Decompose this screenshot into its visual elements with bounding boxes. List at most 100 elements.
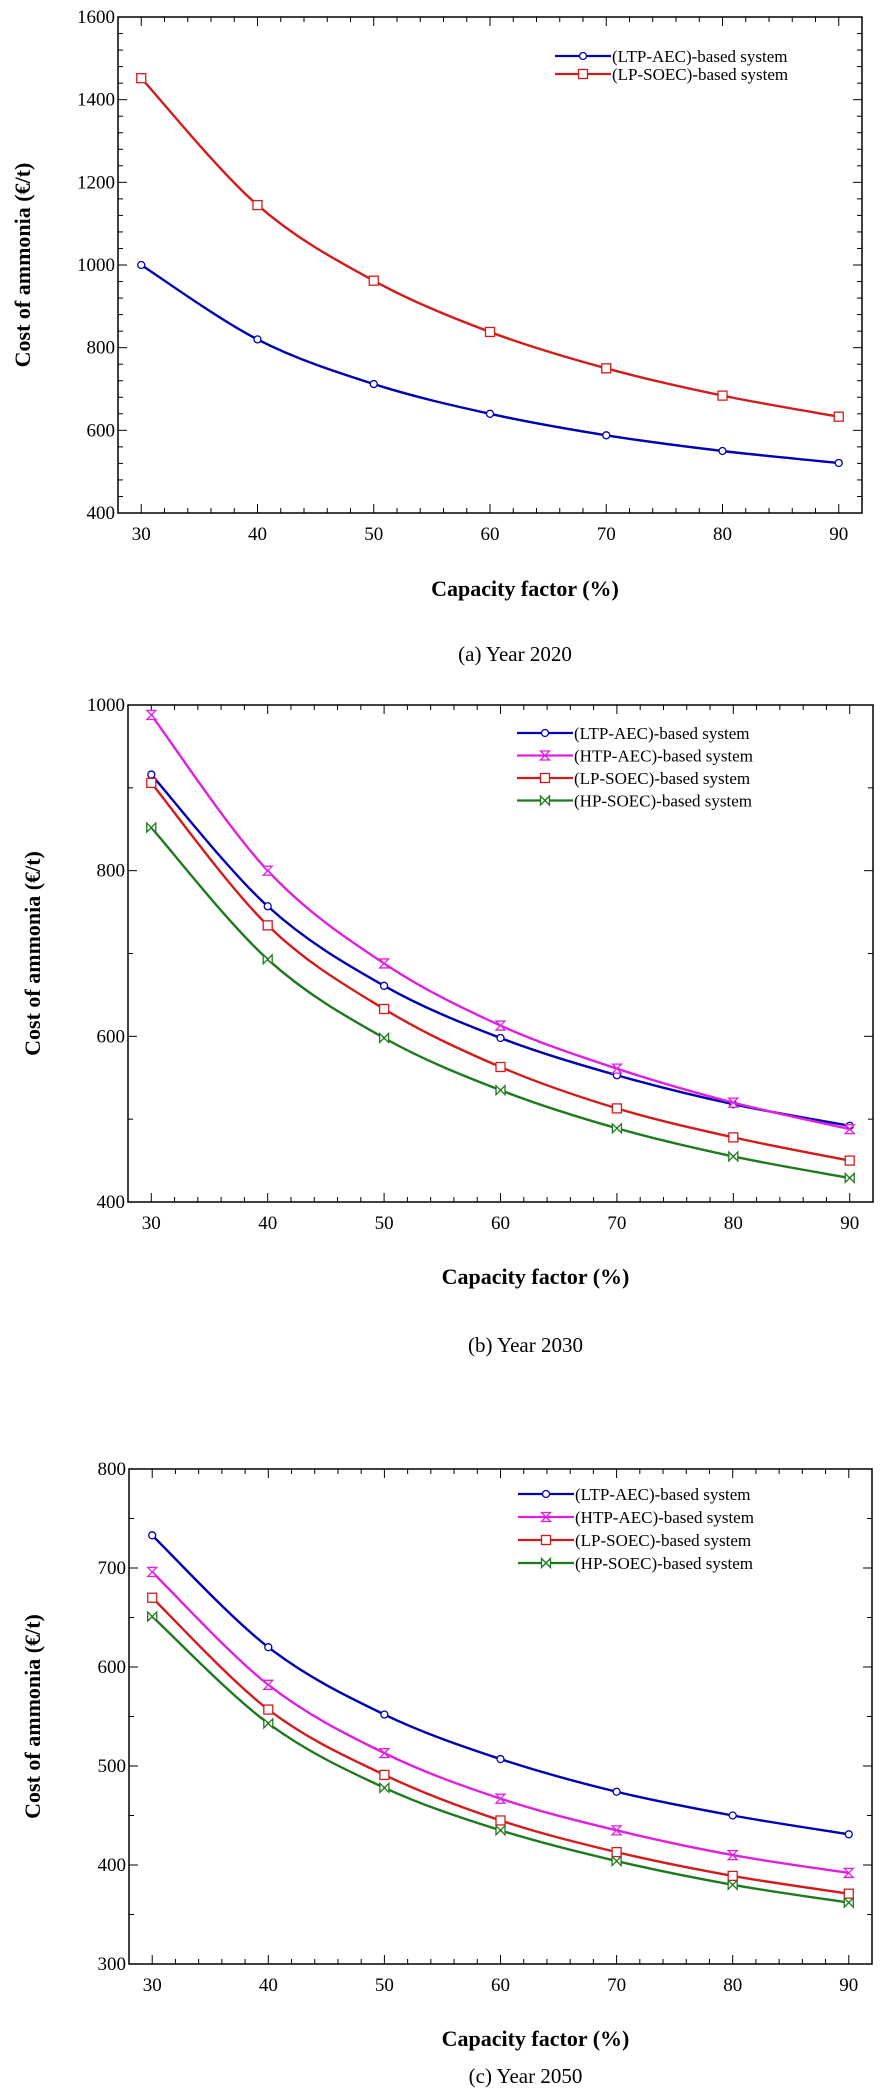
data-point <box>148 1531 157 1540</box>
data-point <box>717 390 728 401</box>
x-tick-label: 30 <box>143 1975 162 1996</box>
y-axis-title: Cost of ammonia (€/t) <box>20 851 45 1056</box>
data-point <box>842 1867 855 1879</box>
legend-label: (HTP-AEC)-based system <box>574 747 753 766</box>
series-0 <box>148 1531 853 1839</box>
data-point <box>263 1704 274 1715</box>
data-point <box>146 821 157 834</box>
x-axis-title: Capacity factor (%) <box>442 2026 630 2051</box>
data-point <box>610 1063 623 1074</box>
data-point <box>494 1793 507 1804</box>
x-tick-label: 50 <box>375 1213 394 1234</box>
data-point <box>261 865 274 876</box>
data-point <box>146 777 157 789</box>
legend-label: (LTP-AEC)-based system <box>575 1485 751 1504</box>
data-point <box>611 1846 622 1858</box>
series-line <box>140 263 839 465</box>
x-tick-label: 40 <box>259 1975 278 1996</box>
y-tick-label: 1000 <box>77 255 115 276</box>
x-tick-label: 60 <box>491 1975 510 1996</box>
data-point <box>843 1888 854 1899</box>
legend-marker <box>541 1489 551 1499</box>
x-tick-label: 30 <box>142 1213 161 1234</box>
panel-caption: (c) Year 2050 <box>469 2064 583 2088</box>
x-axis-title: Capacity factor (%) <box>431 576 619 601</box>
data-point <box>494 1020 507 1031</box>
data-point <box>264 1643 273 1652</box>
data-point <box>485 409 495 418</box>
data-point <box>379 1781 390 1794</box>
y-tick-label: 300 <box>98 1954 127 1975</box>
x-tick-label: 50 <box>364 524 383 545</box>
data-point <box>843 1123 856 1135</box>
series-2 <box>147 1592 854 1899</box>
legend-marker <box>539 1511 553 1523</box>
y-tick-label: 600 <box>97 1026 126 1047</box>
data-point <box>378 1003 390 1015</box>
data-point <box>378 1031 390 1045</box>
series-1 <box>146 1566 855 1879</box>
data-point <box>146 1566 159 1578</box>
legend-label: (LP-SOEC)-based system <box>612 65 788 84</box>
legend-item: (HP-SOEC)-based system <box>518 1554 753 1573</box>
series-line <box>150 773 850 1127</box>
series-line <box>140 77 839 418</box>
data-point <box>262 953 273 966</box>
data-point <box>147 1592 158 1603</box>
series-2 <box>146 777 855 1166</box>
data-point <box>718 446 727 456</box>
legend-item: (LP-SOEC)-based system <box>517 769 750 788</box>
data-point <box>496 1033 505 1043</box>
legend-item: (LTP-AEC)-based system <box>518 1485 751 1504</box>
y-tick-label: 800 <box>98 1459 127 1480</box>
legend-label: (LTP-AEC)-based system <box>574 724 750 743</box>
data-point <box>147 770 156 779</box>
y-tick-label: 1200 <box>77 172 115 193</box>
legend-item: (HP-SOEC)-based system <box>517 792 752 811</box>
data-point <box>495 1824 506 1837</box>
series-line <box>151 1571 849 1875</box>
data-point <box>727 1870 738 1882</box>
data-point <box>378 1747 391 1759</box>
data-point <box>378 958 391 969</box>
data-point <box>834 458 843 468</box>
data-point <box>728 1811 737 1820</box>
y-tick-label: 1400 <box>77 90 115 111</box>
data-point <box>728 1150 739 1163</box>
legend-marker <box>538 750 552 761</box>
series-3 <box>147 1610 854 1909</box>
y-tick-label: 400 <box>98 1855 127 1876</box>
chart-panel-1: 400 600 800 1000 30 40 50 60 70 80 90 Cost of ammon… <box>20 695 874 1357</box>
y-tick-label: 600 <box>98 1657 127 1678</box>
legend-label: (LP-SOEC)-based system <box>574 769 750 788</box>
data-point <box>727 1097 740 1108</box>
legend-item: (LP-SOEC)-based system <box>555 65 788 84</box>
x-tick-label: 80 <box>724 1213 743 1234</box>
legend-label: (HP-SOEC)-based system <box>575 1554 753 1573</box>
panel-caption: (b) Year 2030 <box>468 1333 583 1357</box>
legend-label: (HP-SOEC)-based system <box>574 792 752 811</box>
series-line <box>150 826 850 1180</box>
legend-label: (LTP-AEC)-based system <box>612 47 788 66</box>
data-point <box>844 1171 855 1185</box>
chart-panel-0: 400 600 800 1000 1200 1400 1600 30 40 50 60 70 80 90 C… <box>10 7 863 666</box>
legend-marker <box>539 794 551 807</box>
data-point <box>484 326 496 338</box>
legend-marker <box>540 1534 552 1546</box>
x-tick-label: 40 <box>258 1213 277 1234</box>
data-point <box>843 1896 854 1909</box>
x-tick-label: 80 <box>723 1975 742 1996</box>
x-tick-label: 40 <box>248 524 267 545</box>
data-point <box>612 1787 621 1796</box>
y-tick-label: 700 <box>98 1558 127 1579</box>
legend-marker <box>540 728 550 738</box>
data-point <box>379 981 389 990</box>
series-line <box>150 714 850 1131</box>
data-point <box>833 411 844 422</box>
x-tick-label: 90 <box>829 524 848 545</box>
plot-frame <box>127 704 874 1203</box>
legend-item: (LP-SOEC)-based system <box>518 1531 751 1550</box>
x-tick-label: 60 <box>491 1213 510 1234</box>
panel-caption: (a) Year 2020 <box>458 642 572 666</box>
